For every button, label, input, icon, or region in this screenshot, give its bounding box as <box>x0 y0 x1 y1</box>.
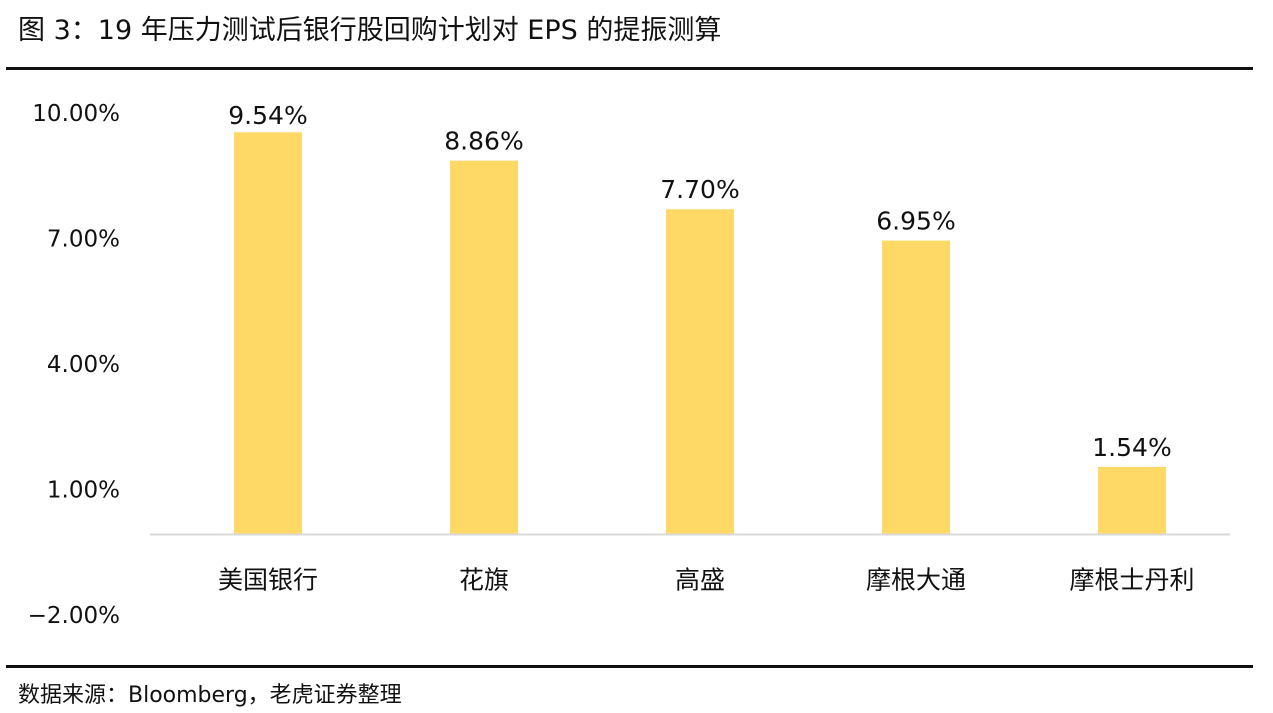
y-tick-label: 10.00% <box>32 101 120 127</box>
y-tick-label: 1.00% <box>47 478 120 504</box>
data-labels: 9.54% 8.86% 7.70% 6.95% 1.54% <box>228 101 1171 462</box>
bar <box>450 160 518 535</box>
bar <box>666 209 734 535</box>
bar <box>882 240 950 535</box>
bars <box>234 132 1166 535</box>
bar <box>234 132 302 535</box>
source-note: 数据来源：Bloomberg，老虎证券整理 <box>18 683 402 708</box>
data-label: 6.95% <box>876 207 955 236</box>
y-axis: 10.00% 7.00% 4.00% 1.00% −2.00% <box>28 101 120 629</box>
y-tick-label: 7.00% <box>47 227 120 253</box>
bottom-rule <box>6 665 1253 668</box>
data-label: 9.54% <box>228 101 307 130</box>
data-label: 7.70% <box>660 175 739 204</box>
chart-title: 图 3：19 年压力测试后银行股回购计划对 EPS 的提振测算 <box>18 15 722 46</box>
category-label: 高盛 <box>675 566 725 595</box>
category-label: 美国银行 <box>218 566 318 595</box>
data-label: 8.86% <box>444 127 523 156</box>
category-label: 摩根士丹利 <box>1069 566 1194 595</box>
y-tick-label: 4.00% <box>47 352 120 378</box>
category-label: 花旗 <box>459 566 509 595</box>
bar <box>1098 466 1166 535</box>
category-label: 摩根大通 <box>866 566 966 595</box>
data-label: 1.54% <box>1092 433 1171 462</box>
y-tick-label: −2.00% <box>28 603 120 629</box>
category-labels: 美国银行 花旗 高盛 摩根大通 摩根士丹利 <box>218 566 1195 595</box>
top-rule <box>6 67 1253 70</box>
